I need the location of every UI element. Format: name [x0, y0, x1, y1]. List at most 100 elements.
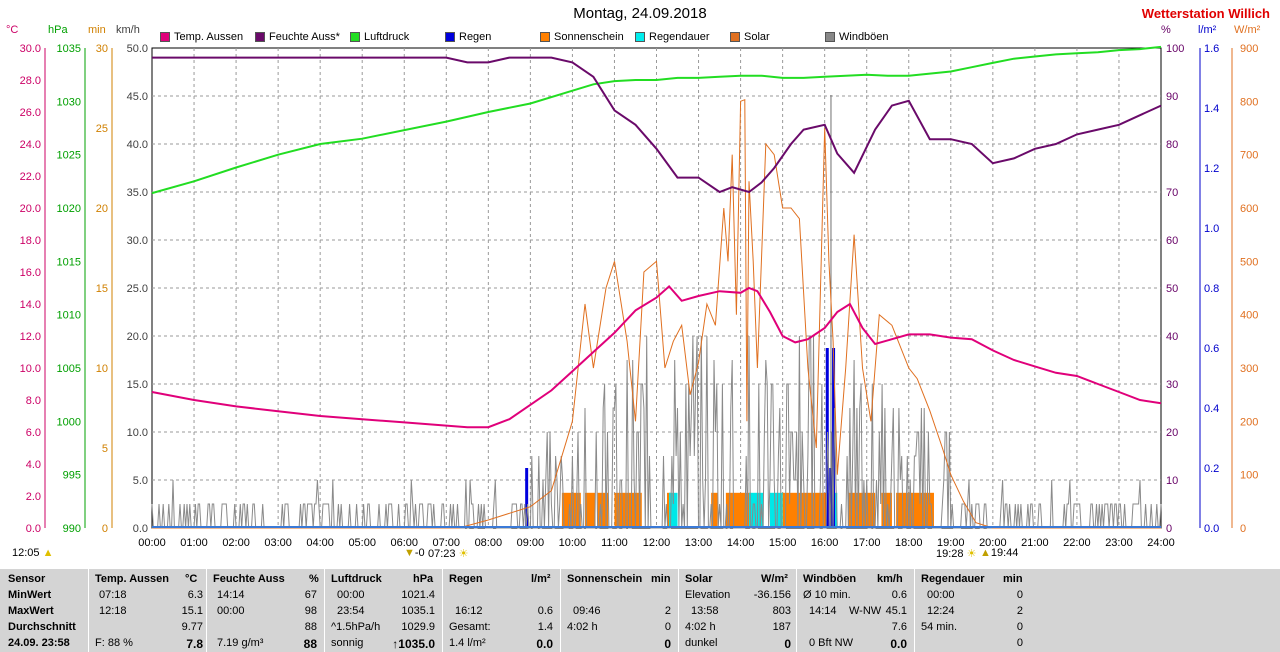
solar-tick-label: 200 — [1240, 416, 1258, 428]
humidity-min-value: 67 — [304, 589, 317, 601]
sunshine-total-label: 4:02 h — [567, 621, 598, 633]
rain-tick-label: 0.2 — [1204, 463, 1219, 475]
wind-tick-label: 50.0 — [127, 43, 148, 55]
solar-elevation-label: Elevation — [685, 589, 731, 601]
legend-label-solar: Solar — [744, 31, 770, 43]
solar-now-label: dunkel — [685, 637, 718, 649]
wind-tick-label: 0.0 — [133, 523, 148, 535]
raindur-avg-value: 0 — [1016, 621, 1023, 633]
sunshine-unit: min — [651, 573, 671, 585]
legend-pressure: Luftdruck — [350, 30, 409, 44]
temp-now-value: 7.8 — [186, 637, 203, 651]
temp-tick-label: 0.0 — [26, 523, 41, 535]
rain-tick-label: 0.6 — [1204, 343, 1219, 355]
noon-marker: 12:05 ▲ — [12, 547, 53, 559]
temp-tick-label: 14.0 — [20, 299, 41, 311]
humidity-tick-label: 30 — [1166, 379, 1178, 391]
wind-axis-unit: km/h — [116, 24, 140, 36]
legend-sunshine: Sonnenschein — [540, 30, 624, 44]
x-tick-label: 12:00 — [643, 537, 671, 549]
row-label-avg: Durchschnitt — [8, 621, 76, 633]
sunshine-bar — [896, 492, 934, 528]
humidity-now-value: 88 — [303, 637, 317, 651]
rain-bar — [525, 468, 529, 528]
moon-icon: ▼ — [404, 547, 415, 559]
temp-avg-value: 9.77 — [181, 621, 203, 633]
solar-unit: W/m² — [761, 573, 788, 585]
humidity-max-time: 00:00 — [217, 605, 245, 617]
rain-total-label: Gesamt: — [449, 621, 491, 633]
temp-tick-label: 28.0 — [20, 75, 41, 87]
pressure-line — [151, 45, 1162, 195]
sunrise-icon: ☀ — [458, 548, 469, 560]
rain-bar — [832, 348, 836, 528]
x-tick-label: 01:00 — [180, 537, 208, 549]
gusts-avg10-label: Ø 10 min. — [803, 589, 851, 601]
solar-tick-label: 800 — [1240, 96, 1258, 108]
legend-swatch-solar — [730, 32, 740, 42]
raindur-bar — [770, 492, 783, 528]
gusts-now-value: 0.0 — [890, 637, 907, 651]
x-tick-label: 05:00 — [348, 537, 376, 549]
sunshine-bar — [881, 492, 892, 528]
temp-tick-label: 24.0 — [20, 139, 41, 151]
humidity-tick-label: 10 — [1166, 475, 1178, 487]
temp-max-value: 15.1 — [181, 605, 203, 617]
legend-gusts: Windböen — [825, 30, 889, 44]
pressure-tick-label: 1010 — [57, 310, 81, 322]
humidity-tick-label: 0 — [1166, 523, 1172, 535]
x-tick-label: 04:00 — [306, 537, 334, 549]
temp-now-label: F: 88 % — [95, 637, 133, 649]
rain-tick-label: 0.4 — [1204, 403, 1219, 415]
sunset-time: 19:28 — [936, 548, 964, 560]
solar-elevation-value: -36.156 — [753, 589, 791, 601]
humidity-tick-label: 50 — [1166, 283, 1178, 295]
pressure-tick-label: 990 — [63, 523, 81, 535]
solar-tick-label: 300 — [1240, 363, 1258, 375]
temp-tick-label: 2.0 — [26, 491, 41, 503]
stats-col-pressure: Luftdruck hPa 00:00 1021.4 23:54 1035.1 … — [324, 569, 443, 652]
gusts-now-label: 0 Bft NW — [809, 637, 854, 649]
stats-col-gusts: Windböen km/h Ø 10 min. 0.6 14:14 W-NW 4… — [796, 569, 915, 652]
station-name: Wetterstation Willich — [1141, 6, 1270, 21]
temp-tick-label: 6.0 — [26, 427, 41, 439]
moon-marker: ▼-0 — [404, 547, 425, 559]
pressure-tick-label: 1005 — [57, 363, 81, 375]
rain-tick-label: 0.0 — [1204, 523, 1219, 535]
legend-swatch-temp — [160, 32, 170, 42]
humidity-tick-label: 60 — [1166, 235, 1178, 247]
sunshine-bar — [782, 492, 829, 528]
x-tick-label: 14:00 — [727, 537, 755, 549]
sunrise-marker: 07:23 ☀ — [428, 547, 468, 560]
x-tick-label: 22:00 — [1063, 537, 1091, 549]
sunshine-avg-value: 0 — [664, 621, 671, 633]
pressure-tick-label: 1020 — [57, 203, 81, 215]
moon-value: -0 — [414, 547, 425, 559]
temp-tick-label: 18.0 — [20, 235, 41, 247]
humidity-tick-label: 100 — [1166, 43, 1184, 55]
wind-tick-label: 15.0 — [127, 379, 148, 391]
humidity-tick-label: 40 — [1166, 331, 1178, 343]
sunset-marker: 19:28 ☀ — [936, 547, 976, 560]
stats-col-raindur: Regendauer min 00:00 0 12:24 2 54 min. 0… — [914, 569, 1033, 652]
pressure-avg-value: 1029.9 — [401, 621, 435, 633]
stats-col-temp: Temp. Aussen °C 07:18 6.3 12:18 15.1 9.7… — [88, 569, 207, 652]
wind-tick-label: 45.0 — [127, 91, 148, 103]
humidity-tick-label: 20 — [1166, 427, 1178, 439]
temp-tick-label: 22.0 — [20, 171, 41, 183]
x-tick-label: 24:00 — [1147, 537, 1175, 549]
x-tick-label: 18:00 — [895, 537, 923, 549]
gusts-unit: km/h — [877, 573, 903, 585]
x-tick-label: 19:00 — [937, 537, 965, 549]
sunshine-now-value: 0 — [664, 637, 671, 651]
rain-tick-label: 1.6 — [1204, 43, 1219, 55]
solar-tick-label: 0 — [1240, 523, 1246, 535]
wind-tick-label: 5.0 — [133, 475, 148, 487]
x-tick-label: 10:00 — [559, 537, 587, 549]
gusts-avg-value: 7.6 — [891, 621, 907, 633]
rain-max-value: 0.6 — [537, 605, 553, 617]
solar-title: Solar — [685, 573, 713, 585]
legend-swatch-humidity — [255, 32, 265, 42]
x-tick-label: 16:00 — [811, 537, 839, 549]
temp-tick-label: 16.0 — [20, 267, 41, 279]
